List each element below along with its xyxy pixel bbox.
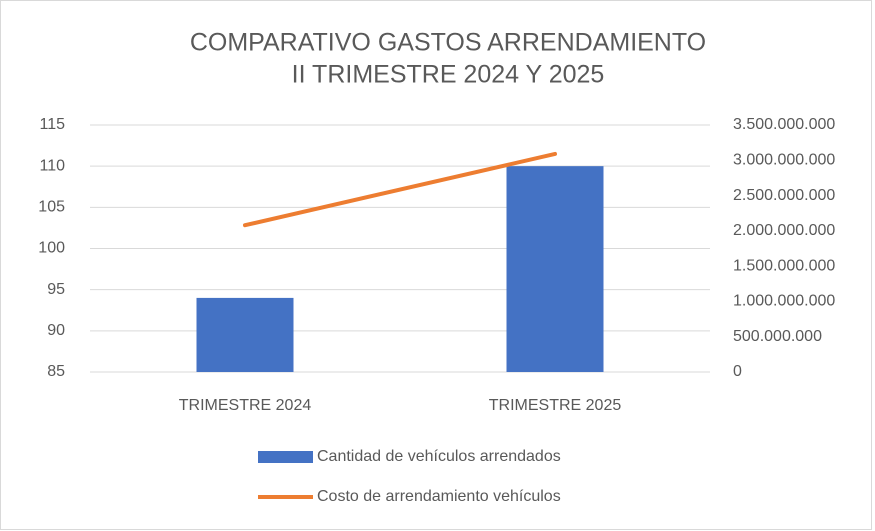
y2-tick-label: 1.000.000.000 bbox=[733, 293, 835, 310]
chart-title: COMPARATIVO GASTOS ARRENDAMIENTO bbox=[190, 29, 706, 57]
bar bbox=[196, 297, 294, 372]
y2-tick-label: 1.500.000.000 bbox=[733, 257, 835, 274]
bar bbox=[506, 166, 604, 372]
legend-swatch bbox=[258, 451, 313, 463]
y-tick-label: 85 bbox=[47, 363, 65, 380]
y-tick-label: 110 bbox=[39, 157, 65, 174]
y-tick-label: 100 bbox=[38, 240, 65, 257]
y2-tick-label: 2.500.000.000 bbox=[733, 187, 835, 204]
y2-tick-label: 0 bbox=[733, 363, 742, 380]
y-tick-label: 115 bbox=[39, 116, 65, 133]
legend-label: Cantidad de vehículos arrendados bbox=[317, 448, 561, 465]
y-tick-label: 90 bbox=[47, 322, 65, 339]
y-tick-label: 95 bbox=[47, 281, 65, 298]
y2-tick-label: 500.000.000 bbox=[733, 328, 822, 345]
y2-tick-label: 2.000.000.000 bbox=[733, 222, 835, 239]
y2-tick-label: 3.000.000.000 bbox=[733, 152, 835, 169]
x-tick-label: TRIMESTRE 2025 bbox=[489, 397, 622, 414]
y-tick-label: 105 bbox=[38, 199, 65, 216]
y2-tick-label: 3.500.000.000 bbox=[733, 116, 835, 133]
line bbox=[243, 151, 557, 228]
chart-title: II TRIMESTRE 2024 Y 2025 bbox=[292, 61, 605, 89]
x-tick-label: TRIMESTRE 2024 bbox=[179, 397, 312, 414]
legend-label: Costo de arrendamiento vehículos bbox=[317, 488, 561, 505]
